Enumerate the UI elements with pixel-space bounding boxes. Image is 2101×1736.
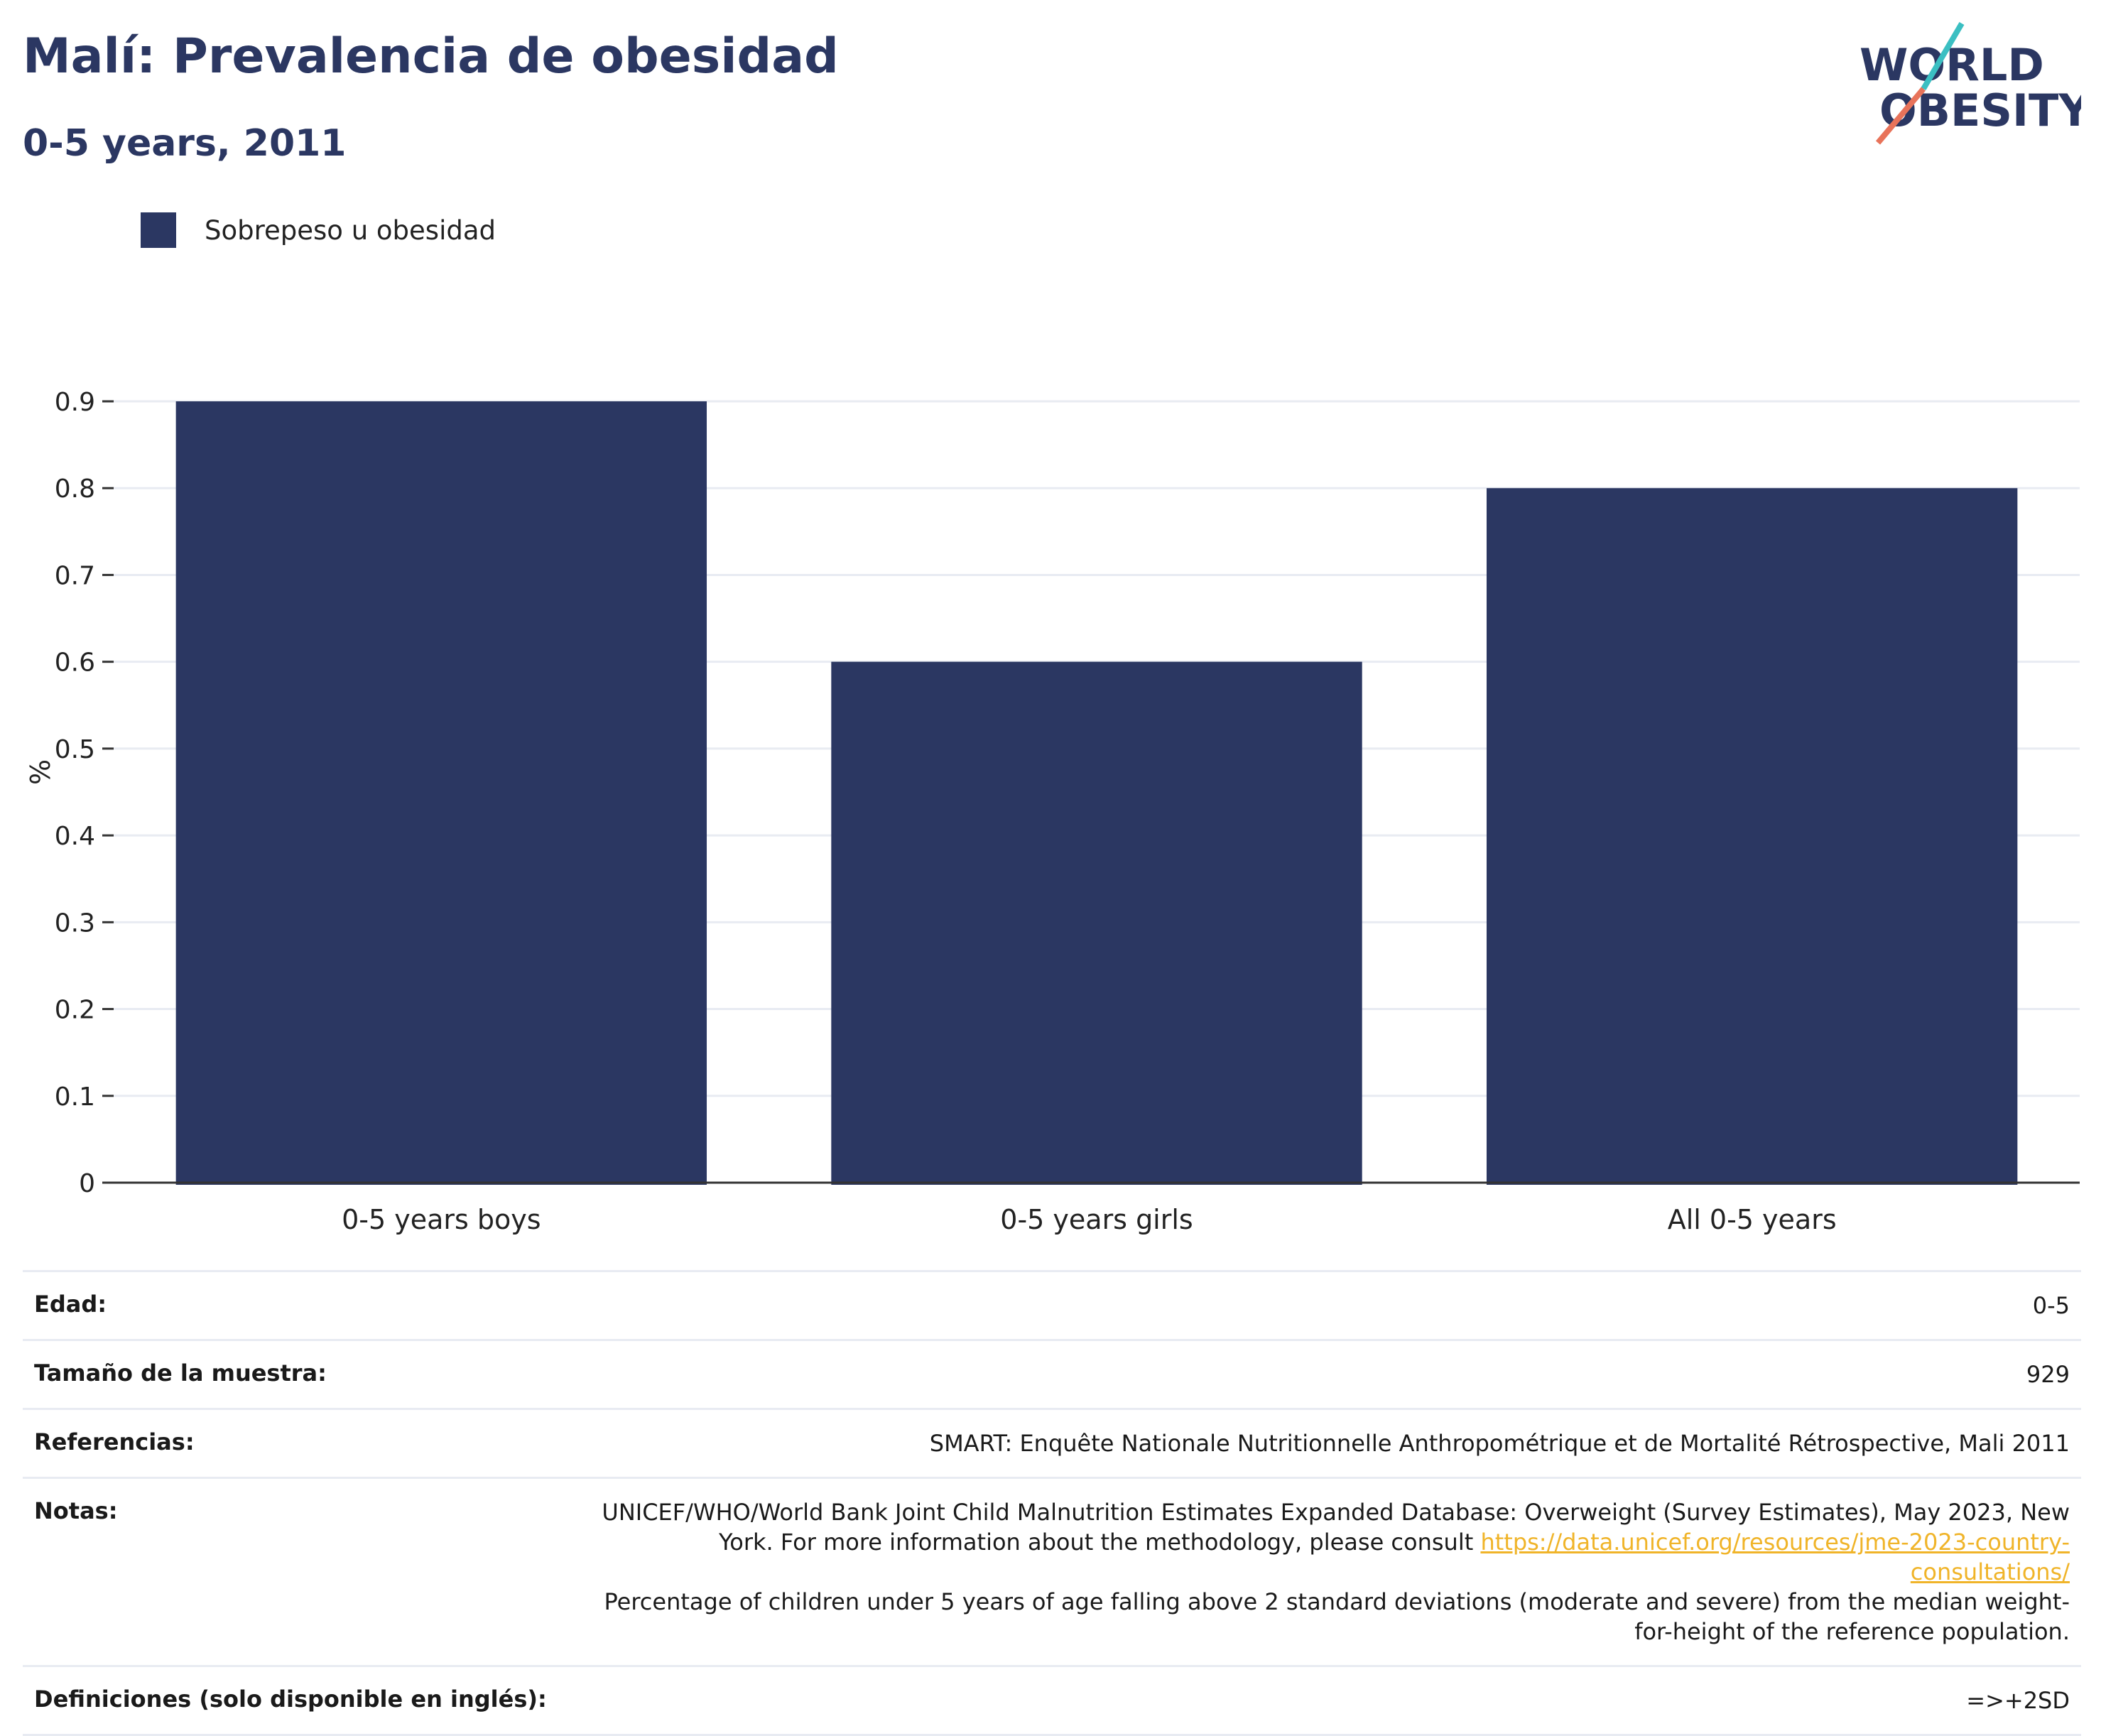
- legend-swatch[interactable]: [141, 212, 176, 248]
- chart-subtitle: 0-5 years, 2011: [23, 122, 347, 165]
- edad-label: Edad:: [34, 1291, 107, 1318]
- logo-slash-bottom: [1875, 87, 1926, 145]
- legend: Sobrepeso u obesidad: [141, 212, 496, 249]
- logo-line2: OBESITY: [1879, 85, 2081, 136]
- edad-value: 0-5: [2032, 1292, 2070, 1319]
- y-tick-label: 0.6: [55, 649, 95, 678]
- info-row-notas: Notas: UNICEF/WHO/World Bank Joint Child…: [23, 1477, 2081, 1665]
- muestra-value: 929: [2026, 1361, 2070, 1388]
- legend-label[interactable]: Sobrepeso u obesidad: [205, 215, 496, 246]
- y-tick-labels: 0 0.1 0.2 0.3 0.4 0.5 0.6 0.7 0.8 0.9: [55, 388, 114, 1198]
- y-tick-label: 0.5: [55, 735, 95, 764]
- bar-chart: 0 0.1 0.2 0.3 0.4 0.5 0.6 0.7 0.8 0.9 0-5 years b…: [25, 388, 2080, 1235]
- bars: [175, 401, 2018, 1185]
- y-axis-title: %: [25, 759, 56, 785]
- y-tick-label: 0.9: [55, 388, 95, 417]
- y-tick-label: 0.1: [55, 1083, 95, 1112]
- notas-text-2: Percentage of children under 5 years of …: [604, 1588, 2070, 1645]
- world-obesity-logo: WORLD OBESITY: [1860, 21, 2081, 145]
- y-tick-label: 0.7: [55, 561, 95, 590]
- notas-text-1: UNICEF/WHO/World Bank Joint Child Malnut…: [602, 1499, 2070, 1556]
- referencias-label: Referencias:: [34, 1428, 195, 1455]
- bar[interactable]: [831, 661, 1362, 1185]
- bar[interactable]: [175, 401, 707, 1185]
- bar[interactable]: [1486, 488, 2018, 1185]
- definiciones-label: Definiciones (solo disponible en inglés)…: [34, 1686, 547, 1713]
- info-row-muestra: Tamaño de la muestra: 929: [23, 1339, 2081, 1408]
- referencias-value: SMART: Enquête Nationale Nutritionnelle …: [929, 1430, 2070, 1457]
- logo-line1: WORLD: [1860, 39, 2044, 91]
- methodology-link[interactable]: https://data.unicef.org/resources/jme-20…: [1480, 1529, 2070, 1585]
- y-tick-label: 0: [79, 1169, 95, 1198]
- info-row-definiciones: Definiciones (solo disponible en inglés)…: [23, 1665, 2081, 1736]
- notas-value: UNICEF/WHO/World Bank Joint Child Malnut…: [592, 1497, 2070, 1647]
- x-tick-label: All 0-5 years: [1668, 1204, 1837, 1235]
- y-tick-label: 0.4: [55, 822, 95, 851]
- x-tick-labels: 0-5 years boys 0-5 years girls All 0-5 yea…: [342, 1204, 1837, 1235]
- y-tick-label: 0.8: [55, 474, 95, 504]
- logo-slash-top: [1921, 21, 1965, 91]
- info-row-edad: Edad: 0-5: [23, 1270, 2081, 1339]
- chart-title: Malí: Prevalencia de obesidad: [23, 28, 839, 85]
- info-table: Edad: 0-5 Tamaño de la muestra: 929 Refe…: [23, 1270, 2081, 1736]
- muestra-label: Tamaño de la muestra:: [34, 1360, 327, 1387]
- x-tick-label: 0-5 years girls: [1000, 1204, 1193, 1235]
- notas-label: Notas:: [34, 1497, 118, 1524]
- y-tick-label: 0.3: [55, 908, 95, 938]
- definiciones-value: =>+2SD: [1966, 1687, 2070, 1714]
- info-row-referencias: Referencias: SMART: Enquête Nationale Nu…: [23, 1408, 2081, 1477]
- x-tick-label: 0-5 years boys: [342, 1204, 541, 1235]
- y-tick-label: 0.2: [55, 996, 95, 1025]
